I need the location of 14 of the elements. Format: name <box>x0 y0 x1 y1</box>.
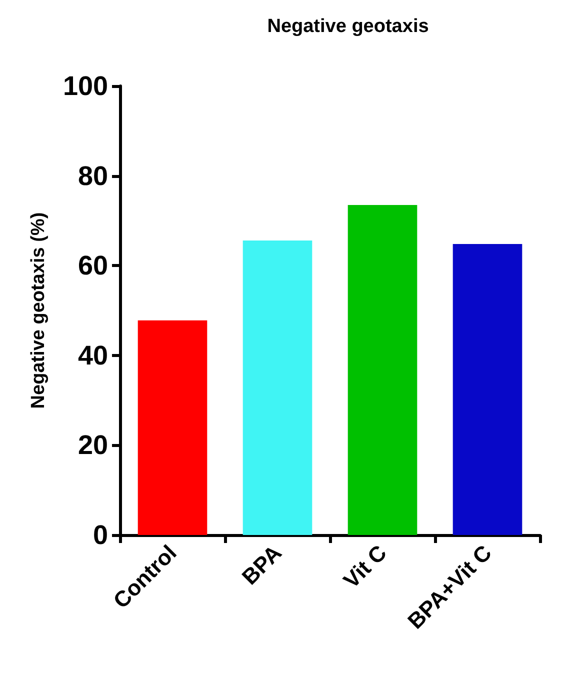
y-axis-title: Negative geotaxis (%) <box>28 212 49 409</box>
x-tick-label: Vit C <box>338 540 392 593</box>
bar <box>138 320 208 535</box>
y-tick-label: 20 <box>78 430 108 460</box>
y-tick-label: 80 <box>78 160 108 191</box>
y-tick-label: 0 <box>92 520 108 550</box>
y-tick-label: 60 <box>78 250 108 281</box>
chart-title: Negative geotaxis <box>267 16 429 37</box>
x-tick-label: BPA <box>236 540 286 590</box>
y-tick-label: 100 <box>62 71 108 101</box>
y-tick-label: 40 <box>78 340 108 370</box>
bar <box>242 240 312 535</box>
bar <box>452 244 522 535</box>
bar <box>348 204 418 535</box>
